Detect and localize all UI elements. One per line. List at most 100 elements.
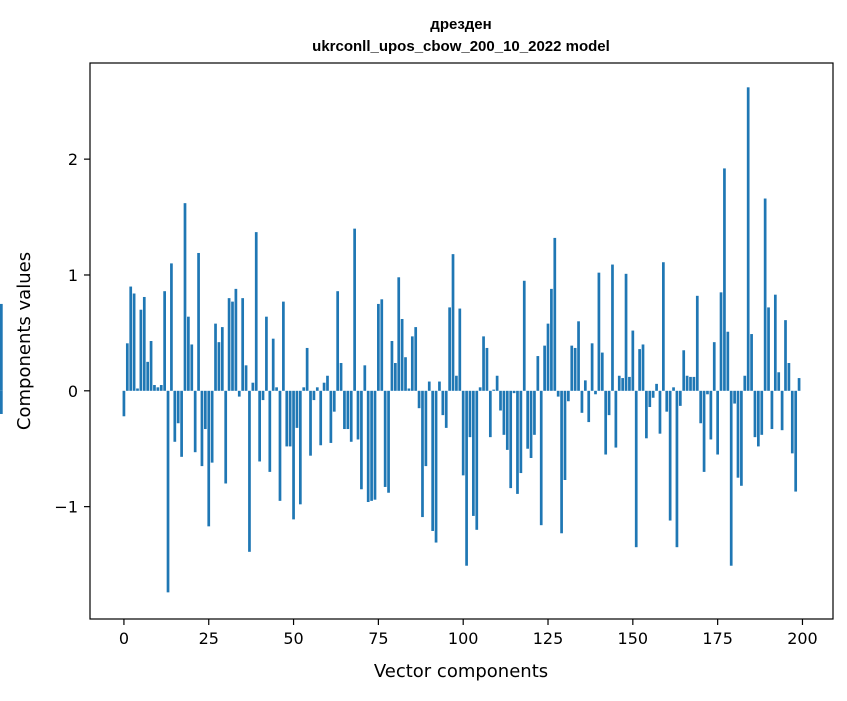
chart-title: дрезден [430, 16, 491, 33]
bar [309, 390, 312, 456]
bar [363, 365, 367, 391]
bar [129, 286, 133, 391]
bar [132, 293, 136, 391]
bar [723, 168, 726, 391]
bar [495, 375, 499, 391]
bar [431, 390, 435, 531]
bar [214, 323, 217, 391]
bar [343, 390, 346, 430]
bar [193, 390, 197, 453]
y-tick-label: 1 [68, 266, 78, 285]
bar [672, 387, 675, 391]
bar [339, 363, 343, 391]
bar [438, 381, 441, 391]
bar [567, 390, 570, 402]
bar [149, 341, 153, 391]
bar [787, 363, 791, 391]
x-tick-label: 100 [448, 629, 479, 648]
bar [0, 390, 3, 414]
x-tick-label: 150 [618, 629, 649, 648]
x-axis-ticks: 0 25 50 75 100 125 150 175 200 [119, 619, 818, 648]
bar [217, 342, 221, 391]
bar [706, 390, 709, 395]
bar [560, 390, 563, 534]
y-tick-label: −1 [54, 498, 78, 517]
bar [444, 390, 448, 428]
bar [488, 390, 492, 438]
bar [234, 288, 238, 391]
bar [275, 387, 278, 391]
bar [305, 347, 309, 391]
bar [349, 390, 353, 442]
bar [743, 375, 747, 391]
bar [519, 390, 523, 474]
bar [322, 382, 326, 391]
bar [658, 390, 662, 434]
bar [516, 390, 519, 494]
bar [207, 390, 211, 527]
bar [526, 390, 530, 449]
bar [329, 390, 333, 443]
bar [404, 357, 407, 391]
bar [393, 363, 397, 391]
bar [153, 385, 156, 391]
bar [794, 390, 798, 492]
bar [183, 203, 187, 391]
bar [468, 390, 472, 438]
bar [645, 390, 648, 439]
x-tick-label: 125 [533, 629, 564, 648]
bar [750, 334, 753, 391]
bar [427, 381, 431, 391]
bar [611, 264, 614, 391]
bar [699, 390, 703, 424]
chart-subtitle: ukrconll_upos_cbow_200_10_2022 model [312, 38, 610, 55]
bar [176, 390, 180, 424]
bar [665, 390, 669, 412]
bar [536, 356, 540, 391]
bar [617, 375, 621, 391]
bar [607, 390, 611, 416]
bar [237, 390, 241, 397]
bar [716, 390, 719, 455]
bar [173, 390, 177, 442]
bar [753, 390, 757, 438]
bar [678, 390, 682, 406]
x-tick-label: 50 [283, 629, 303, 648]
bar [773, 294, 777, 391]
bar [346, 390, 350, 430]
bar [373, 390, 377, 500]
bar [790, 390, 794, 454]
bar [319, 390, 323, 446]
bar [366, 390, 370, 503]
bar [332, 390, 336, 412]
bar [583, 380, 587, 391]
bar [180, 390, 183, 457]
bar [285, 390, 289, 447]
bar [451, 254, 455, 391]
bar [709, 390, 713, 440]
bar [763, 198, 767, 391]
bar [556, 390, 560, 397]
bar [475, 390, 479, 530]
bar [156, 387, 160, 391]
bar [550, 288, 553, 391]
bar [187, 316, 190, 391]
bar [383, 390, 387, 487]
bar [380, 299, 384, 391]
bar [248, 390, 251, 552]
bar [326, 375, 329, 391]
bar [0, 303, 3, 391]
bar [604, 390, 608, 455]
bar [278, 390, 282, 501]
bar [414, 327, 418, 391]
bar [377, 303, 380, 391]
bar [421, 390, 424, 518]
bar [170, 263, 173, 391]
bar [220, 327, 224, 391]
bar [125, 343, 129, 391]
bar [288, 390, 292, 447]
bar [241, 298, 245, 391]
bar [190, 344, 194, 391]
bar [590, 343, 594, 391]
